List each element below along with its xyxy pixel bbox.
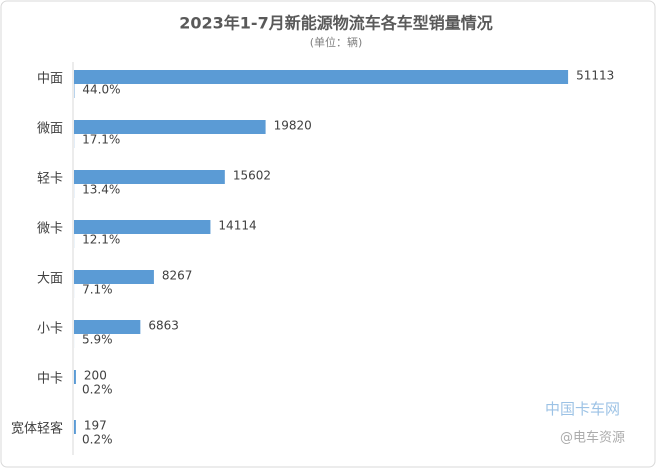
data-label: 197	[84, 419, 107, 433]
data-label: 8267	[162, 269, 193, 283]
share-label: 0.2%	[82, 383, 113, 397]
chart-title: 2023年1-7月新能源物流车各车型销量情况	[179, 14, 492, 33]
y-tick-label: 微卡	[37, 222, 63, 237]
share-label: 12.1%	[82, 233, 120, 247]
y-tick-label: 小卡	[37, 322, 63, 337]
bar	[74, 370, 76, 384]
data-label: 51113	[576, 69, 614, 83]
share-label: 5.9%	[82, 333, 113, 347]
share-label: 17.1%	[82, 133, 120, 147]
data-label: 200	[84, 369, 107, 383]
share-label: 7.1%	[82, 283, 113, 297]
data-label: 15602	[233, 169, 271, 183]
y-tick-label: 中面	[37, 72, 63, 87]
y-tick-label: 中卡	[37, 372, 63, 387]
y-tick-label: 轻卡	[37, 172, 63, 187]
bar	[74, 70, 568, 84]
data-label: 6863	[148, 319, 179, 333]
y-tick-label: 微面	[37, 122, 63, 137]
data-label: 14114	[218, 219, 256, 233]
watermark: 中国卡车网	[545, 400, 620, 418]
share-label: 44.0%	[82, 83, 120, 97]
share-label: 13.4%	[82, 183, 120, 197]
data-label: 19820	[274, 119, 312, 133]
share-label: 0.2%	[82, 433, 113, 447]
bar	[74, 420, 76, 434]
watermark: @电车资源	[560, 430, 625, 446]
chart-subtitle: (单位：辆)	[310, 35, 363, 49]
y-tick-label: 大面	[37, 272, 63, 287]
y-tick-label: 宽体轻客	[11, 421, 63, 437]
